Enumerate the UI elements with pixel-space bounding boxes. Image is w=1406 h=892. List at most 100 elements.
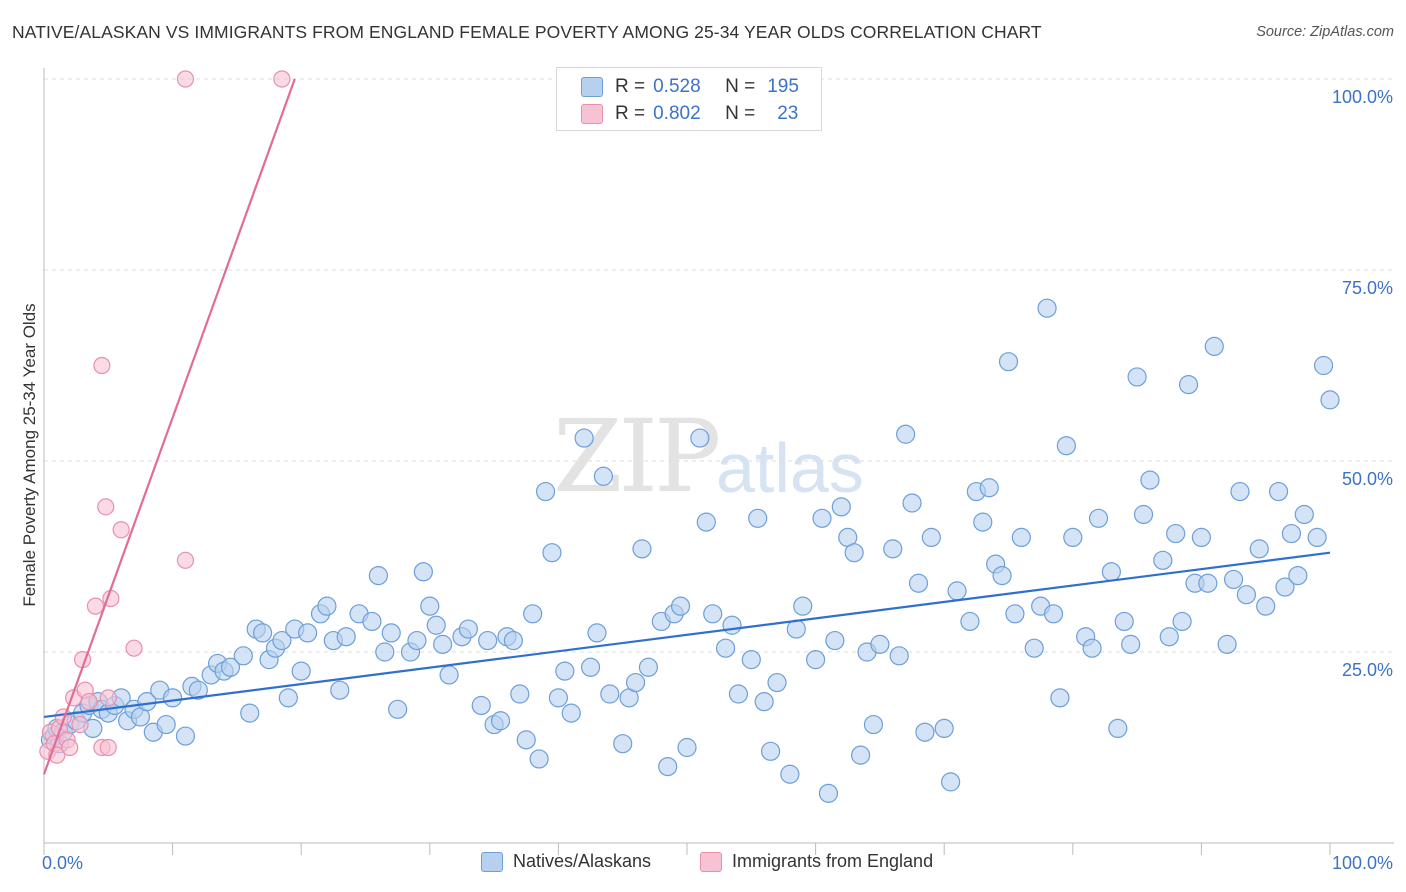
y-tick-label: 75.0% xyxy=(1342,278,1393,298)
natives-alaskans-point xyxy=(458,619,478,639)
natives-alaskans-point xyxy=(426,615,446,635)
natives-alaskans-point xyxy=(163,688,183,708)
natives-alaskans-point xyxy=(175,726,196,746)
natives-alaskans-point xyxy=(330,680,350,700)
natives-alaskans-point xyxy=(638,657,659,677)
bottom-legend-natives: Natives/Alaskans xyxy=(481,851,651,872)
natives-alaskans-point xyxy=(542,543,562,563)
natives-alaskans-point xyxy=(1204,336,1224,356)
chart-title: NATIVE/ALASKAN VS IMMIGRANTS FROM ENGLAN… xyxy=(12,22,1042,42)
natives-alaskans-point xyxy=(233,646,253,666)
natives-alaskans-point xyxy=(1050,688,1070,708)
natives-alaskans-point xyxy=(844,543,864,563)
immigrants-england-point xyxy=(176,70,195,88)
natives-alaskans-point xyxy=(947,581,967,601)
natives-alaskans-point xyxy=(381,623,401,643)
natives-alaskans-point xyxy=(1166,523,1186,544)
legend-n-label: N = xyxy=(725,103,756,124)
natives-alaskans-point xyxy=(253,623,273,643)
natives-alaskans-point xyxy=(529,749,549,769)
natives-alaskans-point xyxy=(1191,527,1212,548)
immigrants-england-point xyxy=(112,521,130,539)
natives-alaskans-point xyxy=(478,630,498,651)
immigrants-england-point xyxy=(71,715,89,734)
immigrants-england-point xyxy=(97,498,115,516)
natives-alaskans-point xyxy=(1108,718,1128,739)
bottom-legend-england: Immigrants from England xyxy=(700,851,933,872)
natives-alaskans-point xyxy=(1249,539,1269,559)
natives-alaskans-point xyxy=(490,711,511,731)
natives-alaskans-point xyxy=(555,661,575,681)
natives-alaskans-point xyxy=(1121,634,1141,654)
natives-alaskans-point xyxy=(902,493,922,513)
natives-alaskans-point xyxy=(1256,596,1276,616)
natives-alaskans-point xyxy=(156,714,176,735)
natives-alaskans-point xyxy=(896,424,916,444)
natives-alaskans-point xyxy=(1198,573,1218,593)
natives-alaskans-point xyxy=(1043,604,1064,624)
natives-alaskans-point xyxy=(805,650,826,670)
natives-alaskans-point xyxy=(1011,527,1031,548)
natives-alaskans-point xyxy=(1178,375,1199,395)
natives-alaskans-point xyxy=(1153,550,1173,570)
legend-row-england: R = 0.802 N = 23 xyxy=(581,101,798,127)
natives-alaskans-point xyxy=(523,604,543,624)
natives-alaskans-point xyxy=(883,539,903,559)
natives-alaskans-point xyxy=(1159,627,1179,647)
x-tick-label: 100.0% xyxy=(1332,853,1393,873)
natives-alaskans-point xyxy=(1140,470,1160,490)
legend-r-value: 0.528 xyxy=(653,76,701,97)
natives-alaskans-point xyxy=(600,684,620,704)
natives-alaskans-point xyxy=(941,772,961,792)
natives-alaskans-point xyxy=(863,714,884,735)
natives-alaskans-point xyxy=(1236,585,1257,605)
axes xyxy=(43,68,1394,855)
natives-alaskans-point xyxy=(1063,527,1083,548)
watermark-atlas: atlas xyxy=(716,429,864,507)
natives-alaskans-point xyxy=(1268,481,1289,502)
natives-alaskans-point xyxy=(317,596,337,616)
natives-alaskans-point xyxy=(535,481,556,502)
natives-alaskans-point xyxy=(812,508,832,528)
natives-alaskans-point xyxy=(407,630,427,651)
natives-alaskans-point xyxy=(1294,504,1314,525)
x-tick-label: 0.0% xyxy=(42,853,83,873)
natives-alaskans-point xyxy=(433,634,453,654)
natives-alaskans-point xyxy=(921,527,941,548)
bottom-legend-label-natives: Natives/Alaskans xyxy=(513,851,652,871)
y-tick-label: 100.0% xyxy=(1332,87,1393,107)
natives-alaskans-point xyxy=(979,478,999,498)
natives-alaskans-point xyxy=(915,722,935,742)
natives-alaskans-point xyxy=(413,562,433,582)
natives-alaskans-point xyxy=(934,718,954,739)
legend-n-value: 23 xyxy=(777,103,799,124)
natives-alaskans-point xyxy=(1127,367,1147,387)
natives-alaskans-point xyxy=(1133,504,1154,525)
natives-alaskans-point xyxy=(188,680,208,700)
natives-alaskans-point xyxy=(240,703,260,723)
natives-alaskans-point xyxy=(298,623,318,643)
series-immigrants-england-points xyxy=(39,70,291,764)
legend-row-natives: R = 0.528 N = 195 xyxy=(581,74,799,100)
natives-alaskans-point xyxy=(831,497,851,517)
natives-alaskans-point xyxy=(613,734,633,754)
immigrants-england-point xyxy=(176,551,195,569)
natives-alaskans-point xyxy=(760,741,781,761)
natives-alaskans-point xyxy=(992,565,1012,586)
natives-alaskans-point xyxy=(696,512,716,532)
natives-alaskans-point xyxy=(1313,355,1334,376)
natives-alaskans-point xyxy=(1320,390,1340,410)
legend-swatch-blue xyxy=(581,77,603,97)
natives-alaskans-point xyxy=(375,642,395,662)
natives-alaskans-point xyxy=(851,745,871,765)
natives-alaskans-point xyxy=(561,703,581,723)
natives-alaskans-point xyxy=(574,428,594,448)
natives-alaskans-point xyxy=(503,630,523,651)
natives-alaskans-point xyxy=(220,657,241,677)
natives-alaskans-point xyxy=(786,619,806,639)
bottom-legend-swatch-blue xyxy=(481,851,503,872)
natives-alaskans-point xyxy=(973,512,993,532)
natives-alaskans-point xyxy=(362,611,382,632)
correlation-legend: R = 0.528 N = 195 R = 0.802 N = 23 xyxy=(556,67,822,131)
natives-alaskans-point xyxy=(388,699,408,719)
